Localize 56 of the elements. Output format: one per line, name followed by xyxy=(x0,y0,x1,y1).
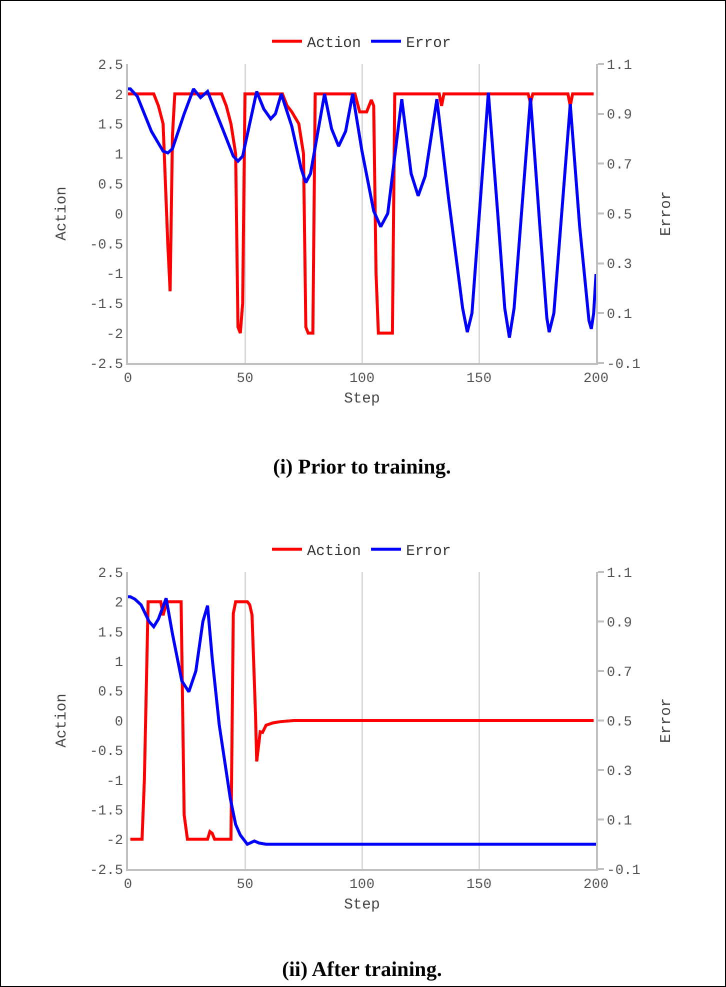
y-tick-label: 0 xyxy=(114,714,124,730)
y2-tick-label: 0.7 xyxy=(606,664,632,681)
y2-tick-label: -0.1 xyxy=(606,356,640,373)
y2-tick-label: 1.1 xyxy=(606,566,632,582)
y-tick-label: 0 xyxy=(114,207,124,224)
y2-tick-label: 0.5 xyxy=(606,714,632,730)
x-tick-label: 100 xyxy=(349,370,375,387)
y-tick-label: 0.5 xyxy=(98,178,124,194)
y-tick-label: 2 xyxy=(114,596,124,612)
legend-label: Action xyxy=(307,543,362,560)
y-tick-label: 2.5 xyxy=(98,58,124,74)
x-tick-label: 50 xyxy=(236,370,254,387)
y2-tick-label: 0.5 xyxy=(606,207,632,224)
y2-axis-title: Error xyxy=(658,190,675,236)
y-tick-label: -1.5 xyxy=(90,804,124,820)
text: (i) Prior to training. xyxy=(272,454,452,478)
y-tick-label: -0.5 xyxy=(90,237,124,254)
y-tick-label: -1 xyxy=(106,267,124,284)
y-axis-title: Action xyxy=(53,693,70,748)
y2-tick-label: 0.3 xyxy=(606,764,632,780)
y-tick-label: -1 xyxy=(106,774,124,790)
y-tick-label: -2 xyxy=(106,327,124,343)
y2-tick-label: 0.1 xyxy=(606,307,632,324)
y2-tick-label: 0.9 xyxy=(606,108,632,124)
legend-label: Error xyxy=(406,543,452,560)
y2-tick-label: 1.1 xyxy=(606,58,632,74)
text: (ii) After training. xyxy=(282,957,442,982)
y-tick-label: 0.5 xyxy=(98,684,124,701)
x-tick-label: 200 xyxy=(583,370,609,387)
x-tick-label: 150 xyxy=(466,370,492,387)
y-tick-label: -2.5 xyxy=(90,356,124,373)
y-tick-label: 1 xyxy=(114,148,124,164)
y-tick-label: 2.5 xyxy=(98,566,124,582)
y2-tick-label: 0.3 xyxy=(606,257,632,274)
y2-tick-label: 0.7 xyxy=(606,158,632,174)
y-tick-label: -2 xyxy=(106,833,124,850)
x-tick-label: 200 xyxy=(583,876,609,893)
y2-tick-label: -0.1 xyxy=(606,862,640,879)
y2-tick-label: 0.9 xyxy=(606,615,632,632)
x-tick-label: 150 xyxy=(466,876,492,893)
x-axis-title: Step xyxy=(344,896,380,914)
x-tick-label: 50 xyxy=(236,876,254,893)
y-axis-title: Action xyxy=(53,186,70,241)
y2-axis-title: Error xyxy=(658,698,675,744)
y2-tick-label: 0.1 xyxy=(606,813,632,830)
y-tick-label: -1.5 xyxy=(90,297,124,314)
y-tick-label: 2 xyxy=(114,88,124,104)
y-tick-label: -2.5 xyxy=(90,862,124,879)
legend-label: Error xyxy=(406,35,452,52)
legend-label: Action xyxy=(307,35,362,52)
y-tick-label: 1.5 xyxy=(98,625,124,642)
y-tick-label: 1 xyxy=(114,655,124,671)
x-tick-label: 100 xyxy=(349,876,375,893)
y-tick-label: -0.5 xyxy=(90,744,124,760)
y-tick-label: 1.5 xyxy=(98,118,124,134)
x-axis-title: Step xyxy=(344,390,380,408)
